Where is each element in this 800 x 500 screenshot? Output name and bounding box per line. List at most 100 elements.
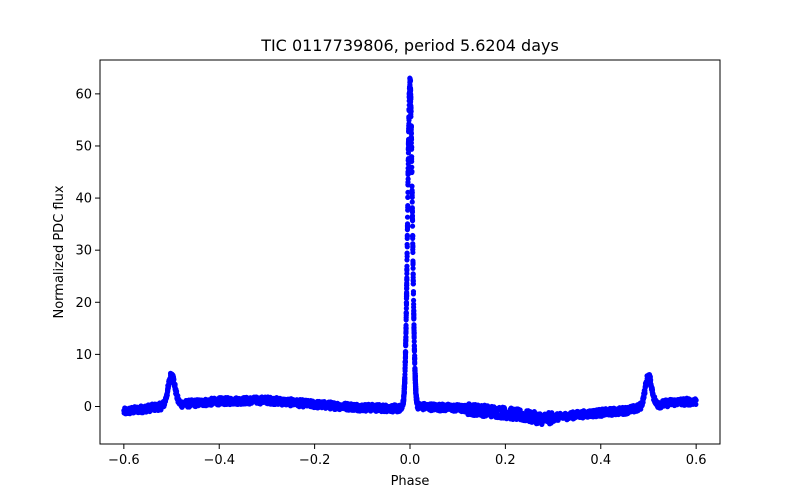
data-point: [407, 77, 413, 84]
data-point: [402, 351, 409, 357]
data-point: [411, 347, 418, 353]
data-point: [653, 400, 660, 407]
x-tick-label: 0.2: [495, 453, 516, 468]
data-point: [410, 260, 416, 266]
data-point: [411, 333, 417, 339]
data-point: [411, 326, 417, 332]
data-point: [402, 362, 408, 368]
y-axis-label: Normalized PDC flux: [52, 185, 67, 318]
x-tick-label: 0.0: [400, 453, 421, 468]
data-point: [403, 326, 409, 332]
data-point: [693, 397, 699, 403]
data-point: [404, 214, 411, 220]
data-point: [404, 282, 410, 289]
data-point: [650, 391, 656, 398]
data-point: [409, 199, 415, 205]
data-point: [404, 250, 410, 256]
data-point: [410, 265, 416, 271]
x-axis-label: Phase: [391, 474, 430, 489]
data-point: [409, 183, 415, 189]
x-tick-label: −0.2: [299, 453, 331, 468]
data-point: [409, 223, 416, 229]
data-point: [403, 295, 410, 301]
data-point: [405, 194, 411, 200]
data-point: [413, 384, 419, 390]
data-point: [406, 114, 412, 120]
data-point: [404, 257, 410, 263]
data-point: [412, 360, 418, 367]
data-point: [409, 190, 415, 196]
data-point: [403, 312, 409, 319]
data-point: [410, 291, 417, 297]
data-points: [121, 75, 699, 427]
data-point: [413, 388, 419, 394]
data-point: [175, 396, 181, 402]
data-point: [413, 395, 420, 401]
data-point: [639, 401, 645, 408]
data-point: [401, 390, 407, 396]
data-point: [405, 165, 411, 171]
data-point: [402, 379, 408, 385]
data-point: [402, 358, 408, 364]
data-point: [642, 389, 648, 395]
data-point: [646, 374, 652, 380]
data-point: [411, 304, 417, 310]
data-point: [174, 391, 180, 397]
data-point: [412, 374, 418, 380]
y-tick-label: 0: [84, 400, 92, 415]
data-point: [411, 311, 417, 317]
y-tick-label: 20: [75, 296, 92, 311]
data-point: [411, 316, 417, 322]
x-tick-label: −0.6: [108, 453, 140, 468]
data-point: [403, 291, 410, 297]
data-point: [636, 405, 642, 412]
x-axis: −0.6 −0.4 −0.2 0.0 0.2 0.4 0.6: [108, 444, 706, 468]
data-point: [402, 371, 408, 378]
data-point: [405, 171, 411, 178]
data-point: [405, 144, 412, 151]
x-tick-label: 0.4: [590, 453, 611, 468]
data-point: [171, 381, 178, 388]
data-point: [405, 176, 411, 182]
chart-title: TIC 0117739806, period 5.6204 days: [260, 36, 559, 55]
data-point: [404, 224, 411, 230]
data-point: [412, 355, 418, 361]
data-point: [405, 207, 411, 213]
data-point: [405, 189, 411, 195]
data-point: [400, 397, 407, 403]
y-tick-label: 60: [75, 87, 92, 102]
data-point: [408, 123, 414, 129]
data-point: [404, 263, 410, 269]
data-point: [405, 202, 411, 209]
data-point: [410, 274, 416, 281]
data-point: [649, 385, 655, 392]
data-point: [162, 397, 168, 403]
data-point: [177, 401, 183, 407]
y-axis: 0 10 20 30 40 50 60: [75, 87, 100, 415]
data-point: [410, 297, 417, 304]
data-point: [409, 215, 415, 221]
data-point: [410, 232, 416, 239]
data-point: [168, 374, 174, 380]
data-point: [408, 131, 414, 137]
data-point: [165, 385, 171, 392]
y-tick-label: 30: [75, 244, 92, 259]
data-point: [410, 281, 416, 287]
data-point: [535, 420, 541, 427]
x-tick-label: −0.4: [203, 453, 235, 468]
y-tick-label: 40: [75, 192, 92, 207]
data-point: [408, 108, 414, 114]
data-point: [403, 299, 410, 306]
data-point: [403, 342, 409, 348]
data-point: [404, 244, 410, 250]
data-point: [410, 246, 416, 253]
data-point: [405, 140, 412, 146]
data-point: [405, 155, 412, 162]
data-point: [403, 322, 409, 328]
data-point: [412, 368, 418, 374]
data-point: [693, 401, 699, 407]
data-point: [404, 233, 410, 240]
data-point: [407, 87, 413, 94]
